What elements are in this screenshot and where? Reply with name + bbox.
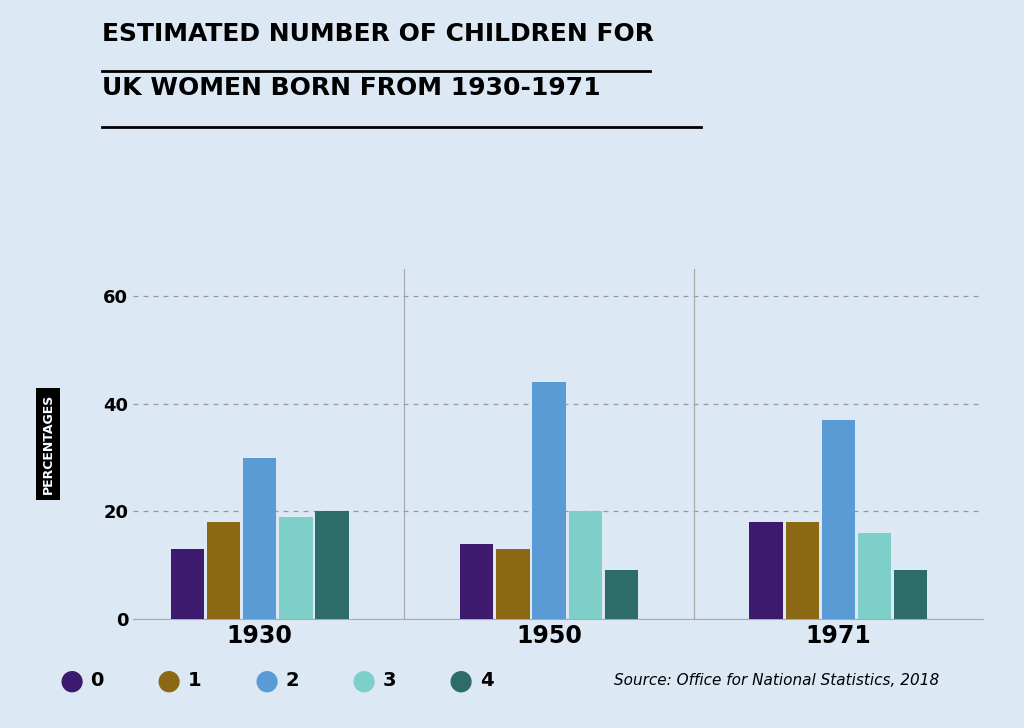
Text: ●: ● [59,667,84,695]
Bar [171,549,204,619]
Bar [207,522,241,619]
Text: 0: 0 [90,671,104,690]
Bar [280,517,312,619]
Text: ESTIMATED NUMBER OF CHILDREN FOR: ESTIMATED NUMBER OF CHILDREN FOR [102,22,654,46]
Text: ●: ● [351,667,376,695]
Text: ●: ● [157,667,181,695]
Bar [858,533,891,619]
Text: Source: Office for National Statistics, 2018: Source: Office for National Statistics, … [614,673,940,688]
Bar [605,571,638,619]
Bar [785,522,819,619]
Bar [750,522,782,619]
Bar [894,571,928,619]
Bar [568,511,602,619]
Bar [497,549,529,619]
Text: ●: ● [254,667,279,695]
Bar [460,544,494,619]
Text: 2: 2 [285,671,299,690]
Text: UK WOMEN BORN FROM 1930-1971: UK WOMEN BORN FROM 1930-1971 [102,76,601,100]
Text: 1: 1 [187,671,202,690]
Bar [821,420,855,619]
Bar [532,382,565,619]
Text: ●: ● [449,667,473,695]
Text: 4: 4 [479,671,494,690]
Text: PERCENTAGES: PERCENTAGES [42,394,54,494]
Bar [243,457,276,619]
Bar [315,511,349,619]
Text: 3: 3 [382,671,396,690]
